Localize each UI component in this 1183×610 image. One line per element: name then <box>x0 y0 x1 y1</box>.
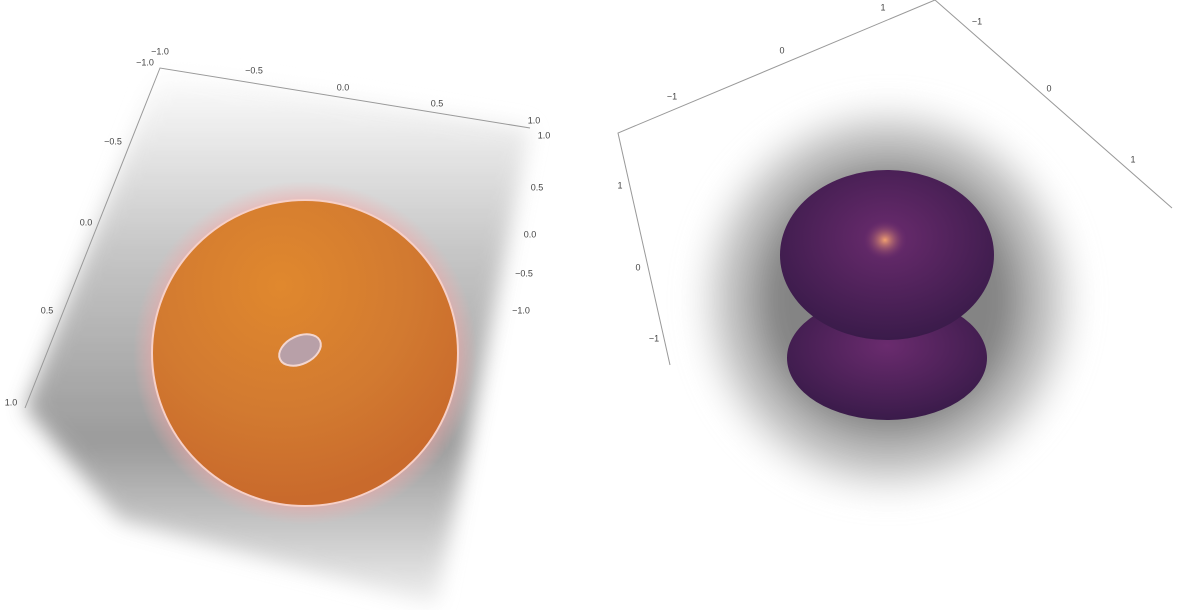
left-plot: −1.0 −0.5 0.0 0.5 1.0 1.0 0.5 0.0 −0.5 −… <box>5 46 551 605</box>
tick-label: −0.5 <box>515 268 533 278</box>
tick-label: −1 <box>649 333 659 343</box>
torus-hole <box>278 333 322 367</box>
core <box>863 220 907 260</box>
tick-label: 1.0 <box>528 115 541 125</box>
tick-label: 0.5 <box>531 182 544 192</box>
tick-label: 0.0 <box>337 82 350 92</box>
tick-label: −1.0 <box>512 305 530 315</box>
tick-label: 0.5 <box>41 305 54 315</box>
tick-label: −0.5 <box>104 136 122 146</box>
tick-label: 0 <box>779 45 784 55</box>
tick-label: −1.0 <box>136 57 154 67</box>
tick-label: 1.0 <box>5 397 18 407</box>
tick-label: 0.0 <box>80 217 93 227</box>
right-plot: −1 0 1 −1 0 1 1 0 −1 <box>617 0 1173 510</box>
axis-line <box>617 0 1173 366</box>
tick-label: −1 <box>972 16 982 26</box>
tick-label: −1.0 <box>151 46 169 56</box>
tick-label: 0.5 <box>431 98 444 108</box>
tick-label: 0.0 <box>524 229 537 239</box>
tick-label: 1 <box>617 180 622 190</box>
tick-label: 1 <box>880 2 885 12</box>
tick-label: −0.5 <box>245 65 263 75</box>
axis-line <box>24 67 531 409</box>
tick-label: 1 <box>1130 154 1135 164</box>
tick-label: 0 <box>635 262 640 272</box>
tick-label: 0 <box>1046 83 1051 93</box>
tick-label: −1 <box>667 91 677 101</box>
tick-label: 1.0 <box>538 130 551 140</box>
